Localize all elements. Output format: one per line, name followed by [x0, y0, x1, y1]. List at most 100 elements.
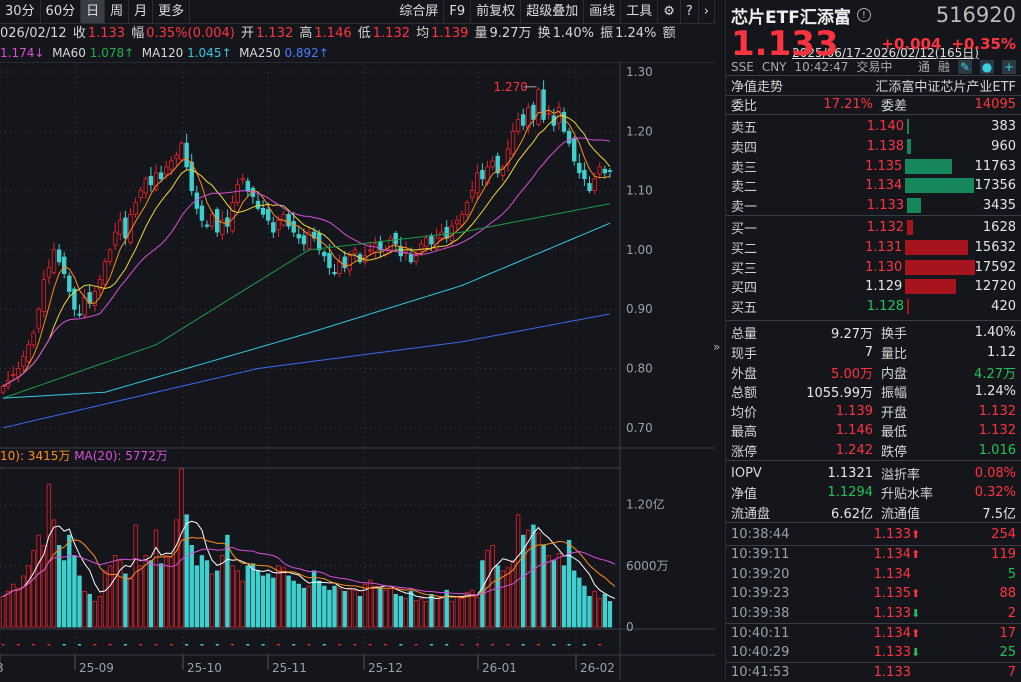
price-tick-label: 1.20 — [626, 124, 653, 138]
level-price[interactable]: 1.138 — [866, 139, 904, 155]
trade-time: 10:39:11 — [731, 547, 790, 563]
trade-time: 10:39:23 — [731, 586, 790, 602]
depth-fill — [907, 220, 914, 236]
volume-bar — [230, 565, 235, 628]
level-price[interactable]: 1.129 — [865, 279, 903, 295]
candle-body — [521, 114, 526, 126]
add-icon[interactable]: + — [1002, 59, 1016, 74]
expand-panel-button[interactable]: » — [713, 340, 721, 354]
help-icon[interactable]: ? — [681, 0, 699, 23]
volume-bar — [439, 596, 444, 628]
trade-time: 10:41:53 — [731, 665, 790, 681]
signal-mark — [460, 644, 464, 646]
volume-bar — [163, 555, 169, 628]
volume-bar — [194, 565, 199, 628]
trade-price: 1.134 — [873, 547, 911, 563]
spacer — [190, 0, 394, 23]
depth-bar — [905, 278, 974, 295]
tool-button[interactable]: 画线 — [584, 0, 622, 23]
open-value: 1.132 — [256, 26, 294, 41]
volume-bar — [189, 544, 194, 628]
level-label: 买一 — [731, 222, 758, 238]
level-price[interactable]: 1.135 — [865, 158, 903, 174]
volume-bar — [41, 544, 46, 628]
price-tick-label: 0.80 — [626, 362, 653, 376]
volume-bar — [449, 601, 454, 628]
date-range[interactable]: 2025/06/17-2026/02/12(165日) — [792, 46, 979, 60]
period-tab[interactable]: 更多 — [153, 0, 191, 23]
edit-icon[interactable]: ✎ — [958, 59, 972, 74]
candle-body — [332, 272, 337, 275]
amp-label: 振 — [600, 26, 614, 41]
tool-button[interactable]: 综合屏 — [394, 0, 445, 23]
high-value: 1.146 — [314, 26, 352, 41]
trade-qty: 88 — [999, 586, 1016, 602]
tool-button[interactable]: 前复权 — [471, 0, 522, 23]
level-price[interactable]: 1.128 — [866, 298, 904, 314]
volume-bar — [260, 575, 266, 628]
ma20-line — [2, 137, 611, 387]
candle-body — [510, 130, 516, 155]
bell-icon[interactable]: ● — [980, 59, 994, 74]
volume-bar — [602, 593, 607, 628]
level-price[interactable]: 1.140 — [866, 119, 904, 135]
toolbar: 30分 60分日周月更多 综合屏 F9 前复权 超级叠加 画线 工具 ⚙? › — [0, 0, 715, 24]
volume-bar — [296, 583, 301, 628]
volume-bar — [179, 468, 184, 628]
candle-body — [21, 356, 26, 367]
level-price[interactable]: 1.131 — [865, 240, 903, 256]
level-price[interactable]: 1.132 — [866, 220, 904, 236]
stat-value: 1.12 — [987, 345, 1016, 361]
stat-label: 净值 — [731, 487, 758, 503]
candle-body — [286, 213, 291, 227]
volume-bar — [21, 575, 26, 628]
stat-label: 开盘 — [881, 405, 908, 421]
volume-bar — [10, 583, 16, 628]
trade-row: 10:39:20 1.134 5 — [726, 564, 1021, 584]
period-tab[interactable]: 日 — [81, 0, 106, 23]
tool-button[interactable]: 超级叠加 — [521, 0, 585, 23]
currency: CNY — [761, 59, 787, 74]
tool-button[interactable]: F9 — [444, 0, 472, 23]
info-icon[interactable]: ! — [856, 8, 871, 22]
stat-row: 总额 1055.99万 振幅 1.24% — [726, 382, 1021, 402]
level-price[interactable]: 1.134 — [865, 178, 903, 194]
nav-trend-link[interactable]: 净值走势 — [731, 79, 784, 95]
period-tab[interactable]: 月 — [129, 0, 154, 23]
signal-mark — [78, 644, 81, 646]
candle-body — [418, 243, 424, 252]
trade-qty: 7 — [1007, 665, 1016, 681]
candle-body — [536, 89, 541, 125]
period-tab[interactable]: 60分 — [41, 0, 82, 23]
trade-price: 1.133 — [873, 665, 911, 681]
volume-bar — [265, 573, 271, 628]
date-tick-label: 25-12 — [368, 661, 403, 675]
ask-row: 卖二 1.134 17356 — [726, 176, 1021, 196]
candle-body — [204, 224, 210, 227]
volume-bar — [245, 565, 250, 628]
ask-row: 卖三 1.135 11763 — [726, 156, 1021, 176]
gear-icon[interactable]: ⚙ — [658, 0, 681, 23]
level-price[interactable]: 1.130 — [865, 259, 903, 275]
candle-body — [454, 219, 460, 225]
chevron-right-icon[interactable]: › — [699, 0, 715, 23]
ask-row: 卖一 1.133 3435 — [726, 196, 1021, 216]
signal-mark — [62, 644, 66, 646]
candle-body — [408, 254, 414, 263]
period-tab[interactable]: 周 — [105, 0, 130, 23]
stat-label: 内盘 — [881, 366, 908, 382]
candle-body — [337, 261, 342, 275]
volume-bar — [255, 570, 261, 628]
period-tab[interactable]: 30分 — [0, 0, 41, 23]
volume-legend: 10): 3415万 MA(20): 5772万 — [0, 448, 168, 464]
vol-ma5-line — [2, 520, 616, 600]
candle-body — [342, 256, 347, 269]
open-label: 开 — [241, 26, 255, 41]
level-price[interactable]: 1.133 — [866, 197, 904, 213]
stat-value: 0.08% — [974, 465, 1016, 481]
kline-chart[interactable]: 1.30 1.20 1.10 1.00 0.90 0.80 0.70 1.20亿 6000万 0 8… — [0, 62, 715, 680]
candle-body — [67, 275, 72, 292]
stat-value: 1.242 — [835, 442, 873, 458]
stat-row: 最高 1.146 最低 1.132 — [726, 421, 1021, 441]
tool-button[interactable]: 工具 — [621, 0, 659, 23]
